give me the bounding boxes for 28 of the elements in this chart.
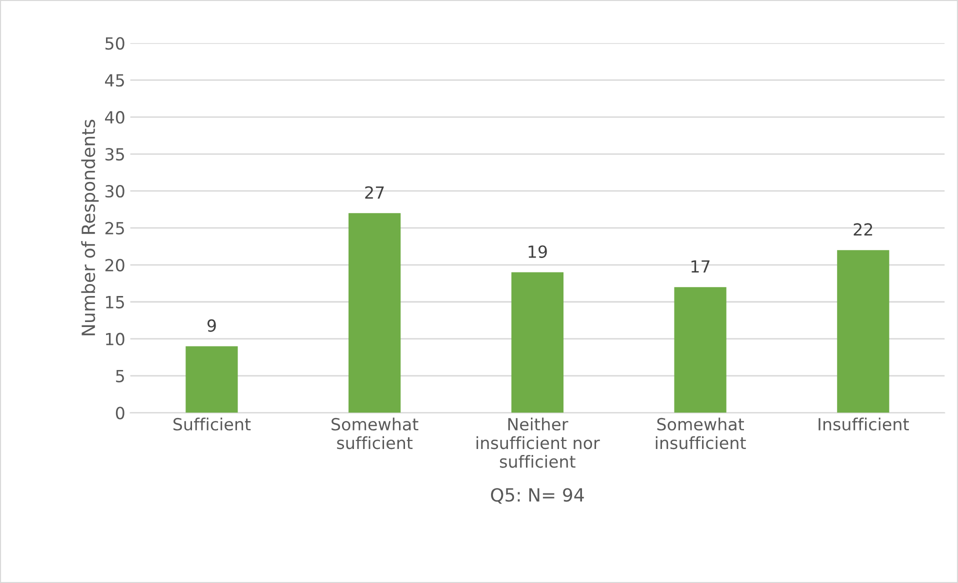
y-tick-label: 40: [105, 111, 124, 124]
bar: [348, 213, 401, 413]
y-tick-label: 35: [105, 148, 124, 161]
data-label: 27: [365, 186, 384, 199]
y-tick-label: 0: [116, 406, 124, 420]
bar: [674, 287, 726, 413]
y-tick-label: 30: [105, 184, 124, 198]
data-label: 9: [207, 319, 216, 332]
y-axis-title: Number of Respondents: [81, 120, 99, 336]
x-tick-label: Sufficient: [173, 418, 251, 431]
y-tick-label: 5: [116, 370, 124, 382]
y-tick-label: 45: [105, 74, 124, 87]
data-label: 22: [854, 223, 872, 236]
bar: [511, 272, 564, 413]
bar: [837, 250, 890, 413]
bar: [186, 346, 238, 413]
y-tick-label: 10: [106, 332, 124, 346]
x-tick-label: Insufficient: [818, 418, 909, 431]
x-tick-label: Somewhat sufficient: [332, 418, 418, 450]
data-label: 17: [692, 260, 710, 273]
y-tick-label: 20: [105, 258, 124, 272]
x-axis-title: Q5: N= 94: [491, 488, 584, 504]
x-tick-label: Neither insufficient nor sufficient: [476, 418, 600, 468]
y-tick-label: 50: [106, 37, 124, 50]
y-tick-label: 15: [106, 296, 124, 308]
y-tick-label: 25: [105, 222, 124, 235]
data-label: 19: [528, 245, 547, 258]
x-tick-label: Somewhat insufficient: [656, 418, 746, 450]
